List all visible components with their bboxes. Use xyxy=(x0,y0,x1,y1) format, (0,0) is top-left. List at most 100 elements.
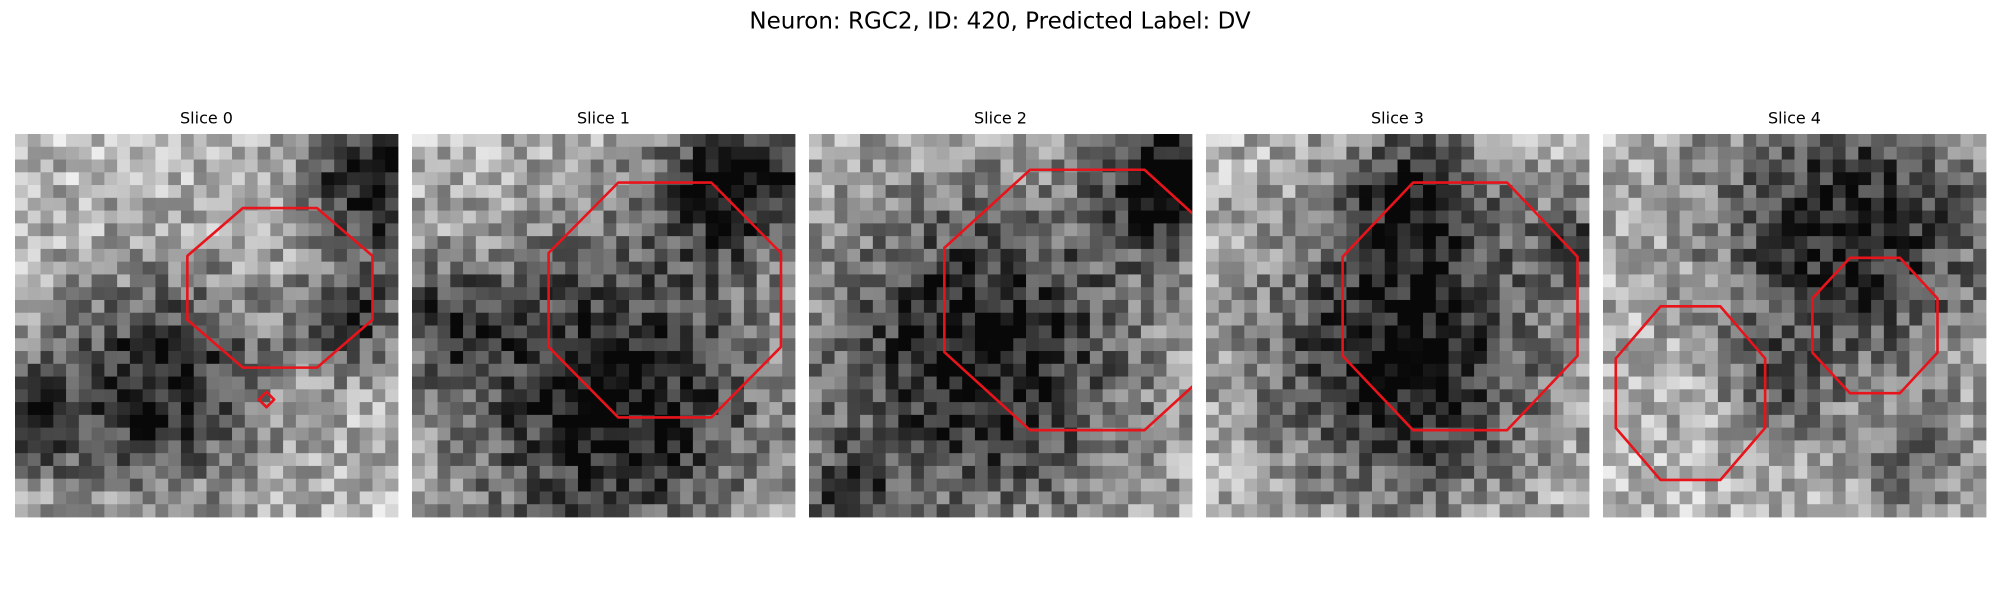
pixel xyxy=(270,236,284,250)
pixel xyxy=(834,453,848,467)
pixel xyxy=(885,185,899,199)
slice-image xyxy=(412,134,796,518)
pixel xyxy=(488,363,502,377)
pixel xyxy=(1756,159,1770,173)
pixel xyxy=(385,210,399,224)
pixel xyxy=(911,312,925,326)
pixel xyxy=(180,427,195,441)
pixel xyxy=(334,134,348,148)
pixel xyxy=(705,159,719,173)
pixel xyxy=(1089,299,1104,314)
pixel xyxy=(66,146,80,160)
pixel xyxy=(91,389,105,403)
pixel xyxy=(1423,465,1437,480)
pixel xyxy=(412,389,426,403)
pixel xyxy=(603,491,617,505)
pixel xyxy=(552,261,566,275)
pixel xyxy=(885,351,899,365)
pixel xyxy=(718,159,732,173)
pixel xyxy=(321,261,335,275)
pixel xyxy=(1269,287,1283,301)
pixel xyxy=(463,236,477,250)
pixel xyxy=(641,223,655,237)
pixel xyxy=(1666,504,1680,518)
pixel xyxy=(1603,223,1617,237)
pixel xyxy=(1960,363,1974,377)
pixel xyxy=(860,261,874,275)
pixel xyxy=(1576,146,1590,160)
pixel xyxy=(501,491,515,505)
pixel xyxy=(1666,312,1680,326)
pixel xyxy=(923,299,938,314)
pixel xyxy=(1295,248,1309,263)
pixel xyxy=(680,504,694,518)
pixel xyxy=(1832,338,1846,352)
pixel xyxy=(1756,197,1770,211)
pixel xyxy=(1820,414,1834,429)
pixel xyxy=(1397,312,1411,326)
pixel xyxy=(629,159,643,173)
pixel xyxy=(1820,325,1834,339)
pixel xyxy=(1960,402,1974,416)
pixel xyxy=(705,504,719,518)
pixel xyxy=(1705,440,1719,454)
pixel xyxy=(1756,236,1770,250)
pixel xyxy=(321,172,335,186)
pixel xyxy=(1282,236,1296,250)
pixel xyxy=(155,363,169,377)
pixel xyxy=(565,210,579,224)
pixel xyxy=(514,172,528,186)
pixel xyxy=(40,223,54,237)
pixel xyxy=(1820,338,1834,352)
pixel xyxy=(1499,491,1513,505)
pixel xyxy=(359,440,373,454)
pixel xyxy=(450,210,464,224)
pixel xyxy=(412,172,426,186)
pixel xyxy=(526,338,541,352)
pixel xyxy=(962,376,976,390)
pixel xyxy=(1077,389,1091,403)
pixel xyxy=(923,440,938,454)
pixel xyxy=(1641,299,1655,314)
pixel xyxy=(1218,146,1232,160)
pixel xyxy=(1244,223,1258,237)
pixel xyxy=(359,478,373,492)
pixel xyxy=(769,261,783,275)
pixel xyxy=(821,274,835,288)
pixel xyxy=(1730,478,1744,492)
pixel xyxy=(1947,491,1961,505)
pixel xyxy=(463,146,477,160)
pixel xyxy=(142,351,156,365)
pixel xyxy=(257,453,271,467)
pixel xyxy=(244,363,258,377)
pixel xyxy=(629,491,643,505)
pixel xyxy=(168,338,182,352)
pixel xyxy=(1756,389,1770,403)
pixel xyxy=(295,299,310,314)
pixel xyxy=(1576,248,1590,263)
pixel xyxy=(1282,134,1296,148)
pixel xyxy=(1845,465,1859,480)
pixel xyxy=(1448,402,1462,416)
pixel xyxy=(1845,491,1859,505)
pixel xyxy=(1166,453,1180,467)
pixel xyxy=(577,440,592,454)
pixel xyxy=(1115,274,1129,288)
pixel xyxy=(731,414,745,429)
panel-title: Slice 1 xyxy=(577,109,630,128)
pixel xyxy=(1947,159,1961,173)
pixel xyxy=(1832,210,1846,224)
pixel xyxy=(680,440,694,454)
pixel xyxy=(860,325,874,339)
pixel xyxy=(424,312,438,326)
pixel xyxy=(1858,389,1872,403)
pixel xyxy=(654,299,668,314)
pixel xyxy=(1563,159,1577,173)
pixel xyxy=(1768,223,1783,237)
pixel xyxy=(1922,312,1936,326)
pixel xyxy=(1820,223,1834,237)
pixel xyxy=(1576,185,1590,199)
pixel xyxy=(475,261,489,275)
pixel xyxy=(78,287,92,301)
pixel xyxy=(1603,248,1617,263)
